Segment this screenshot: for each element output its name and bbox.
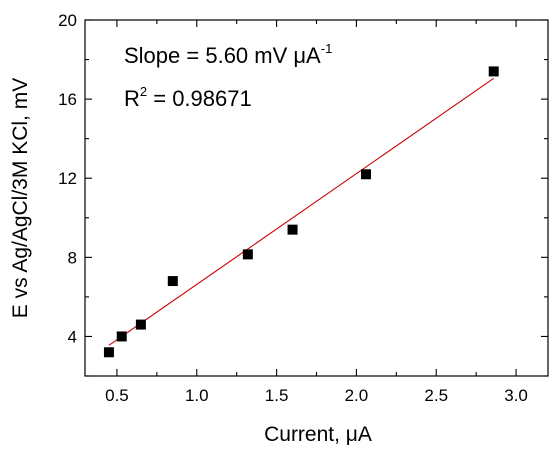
plot-border bbox=[84, 19, 549, 377]
linear-fit-line bbox=[108, 77, 495, 346]
data-point bbox=[116, 331, 127, 342]
data-point bbox=[135, 319, 146, 330]
y-axis: 4 8 12 16 20 bbox=[58, 11, 548, 377]
r-squared-annotation: R2 = 0.98671 bbox=[124, 84, 252, 111]
data-point bbox=[360, 169, 371, 180]
data-point bbox=[167, 276, 178, 287]
data-point bbox=[287, 224, 298, 235]
data-point bbox=[103, 347, 114, 358]
y-tick-label: 16 bbox=[58, 90, 77, 109]
slope-annotation: Slope = 5.60 mV μA-1 bbox=[124, 41, 332, 68]
x-tick-label: 1.5 bbox=[265, 386, 289, 405]
fit-line-group bbox=[108, 77, 495, 346]
x-axis: 0.5 1.0 1.5 2.0 2.5 3.0 bbox=[105, 20, 528, 405]
y-tick-label: 20 bbox=[58, 11, 77, 30]
x-tick-label: 1.0 bbox=[185, 386, 209, 405]
x-tick-label: 2.5 bbox=[424, 386, 448, 405]
y-tick-label: 4 bbox=[68, 327, 77, 346]
y-tick-label: 8 bbox=[68, 248, 77, 267]
y-axis-title: E vs Ag/AgCl/3M KCl, mV bbox=[9, 78, 32, 318]
data-point bbox=[488, 66, 499, 77]
data-point bbox=[242, 249, 253, 260]
y-tick-label: 12 bbox=[58, 169, 77, 188]
x-tick-label: 3.0 bbox=[504, 386, 528, 405]
plot-frame bbox=[84, 19, 549, 377]
x-tick-label: 2.0 bbox=[345, 386, 369, 405]
x-tick-label: 0.5 bbox=[105, 386, 129, 405]
x-axis-title: Current, μA bbox=[264, 423, 372, 446]
data-points bbox=[103, 66, 499, 358]
